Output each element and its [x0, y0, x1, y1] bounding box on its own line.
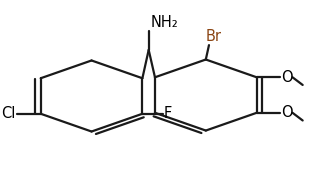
Text: O: O: [281, 105, 293, 120]
Text: Cl: Cl: [1, 106, 15, 121]
Text: NH₂: NH₂: [150, 15, 178, 30]
Text: F: F: [164, 106, 172, 121]
Text: O: O: [281, 70, 293, 85]
Text: Br: Br: [206, 29, 222, 44]
